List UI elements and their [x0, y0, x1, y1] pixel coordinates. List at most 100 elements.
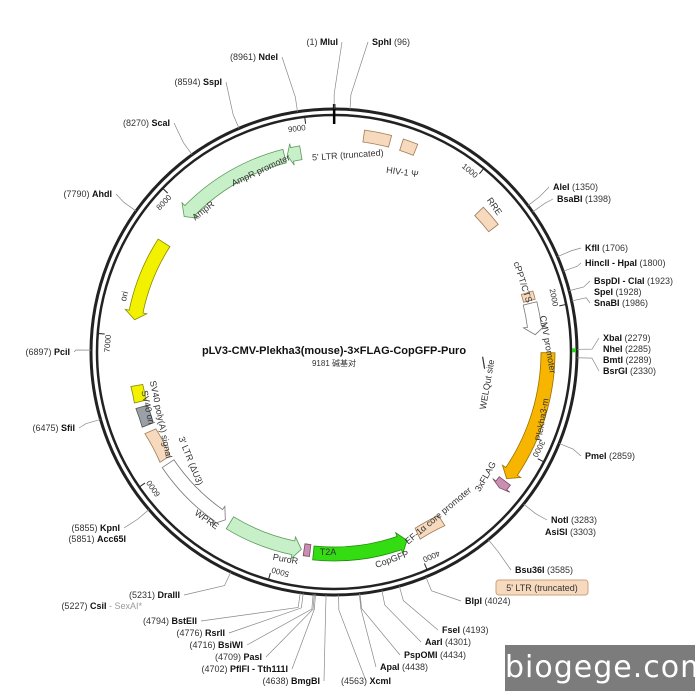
restriction-sites: (1) MluI SphI (96) (8961) NdeI (8594) SspI (… [25, 37, 673, 686]
site-mlui: (1) MluI [306, 37, 343, 110]
site-pasi: (4709) PasI [215, 594, 315, 662]
feature-3xflag [492, 476, 511, 493]
site-label: (5851) Acc65I [68, 534, 126, 544]
site-label: (8270) ScaI [123, 118, 170, 128]
tick-label: 5000 [270, 565, 290, 579]
site-bsabi: BsaBI (1398) [532, 194, 611, 213]
tick-mark [304, 116, 307, 124]
feature-cmv-promoter [522, 301, 547, 336]
feature-plekha3-m [501, 352, 556, 479]
site-bsrgi: BsrGI (2330) [576, 357, 656, 376]
site-spei: SpeI (1928) [594, 287, 642, 297]
site-asisi: AsiSI (3303) [545, 527, 596, 537]
site-leader [571, 297, 591, 304]
site-leader [349, 41, 369, 110]
site-bsu36i: Bsu36I (3585) [488, 539, 573, 575]
site-label: (5855) KpnI [71, 523, 120, 533]
site-leader [173, 122, 193, 155]
site-leader [488, 539, 512, 571]
tick-mark [97, 332, 105, 335]
feature-rre [474, 206, 499, 233]
feature-label: ori [118, 290, 130, 302]
ltr-callout-box [495, 579, 589, 596]
site-leader [225, 81, 240, 129]
feature-copgfp [312, 531, 408, 562]
site-label: SpeI (1928) [594, 287, 642, 297]
site-label: SphI (96) [372, 37, 410, 47]
site-leader [569, 280, 591, 292]
site-label: BsaBI (1398) [557, 194, 611, 204]
tick-mark [423, 563, 428, 571]
site-xcmi: (4563) XcmI [338, 594, 391, 686]
site-label: PspOMI (4434) [404, 650, 466, 660]
site-hincii-hpai: HincII - HpaI (1800) [563, 258, 666, 272]
site-leader [323, 594, 327, 682]
site-kpni: (5855) KpnI [71, 509, 150, 533]
ltr-callout-text: 5' LTR (truncated) [506, 583, 578, 593]
site-leader [398, 585, 439, 631]
site-label: NotI (3283) [551, 515, 597, 525]
feature-sv40-poly-a-signal [130, 384, 147, 404]
site-leader [576, 337, 600, 350]
feature-ampr-promoter [286, 143, 303, 166]
site-leader [527, 186, 550, 206]
feature-ampr [181, 148, 287, 219]
tick-label: 9000 [287, 123, 306, 134]
site-leader [557, 247, 582, 257]
watermark-logo: biogege.com [505, 645, 700, 691]
feature-cppt-cts [520, 290, 536, 303]
site-acc65i: (5851) Acc65I [68, 534, 126, 544]
tick-label: 6000 [144, 478, 162, 498]
site-leader [228, 593, 304, 634]
feature-hiv-1 [399, 138, 419, 156]
insert-marker [571, 348, 576, 353]
site-leader [425, 576, 462, 602]
site-aari: AarI (4301) [381, 590, 471, 647]
site-label: BsrGI (2330) [603, 366, 656, 376]
feature-label: T2A [320, 547, 337, 557]
site-label: (4794) BstEII [143, 616, 197, 626]
site-label: (4716) BsiWI [189, 640, 243, 650]
site-label: SnaBI (1986) [594, 298, 648, 308]
tick-mark [559, 303, 567, 307]
site-label: (6897) PciI [25, 347, 70, 357]
site-leader [78, 419, 101, 429]
site-label: (1) MluI [306, 37, 338, 47]
site-ndei: (8961) NdeI [230, 52, 298, 112]
feature-wpre [161, 459, 226, 526]
feature-label: 3xFLAG [473, 460, 498, 494]
site-label: PmeI (2859) [585, 451, 635, 461]
site-noti: NotI (3283) [523, 503, 597, 525]
site-pspomi: PspOMI (4434) [359, 593, 466, 660]
site-sphi: SphI (96) [349, 37, 410, 110]
site-leader [532, 198, 554, 213]
site-leader [291, 594, 316, 670]
site-label: (4709) PasI [215, 652, 262, 662]
site-label: BspDI - ClaI (1923) [594, 276, 673, 286]
site-bmti: BmtI (2289) [603, 355, 652, 365]
site-leader [359, 593, 401, 656]
site-label: Bsu36I (3585) [515, 565, 573, 575]
feature-ori [124, 238, 171, 321]
site-label: (4563) XcmI [341, 676, 391, 686]
site-label: (4776) RsrII [176, 628, 225, 638]
site-leader [338, 594, 367, 682]
features [124, 129, 576, 562]
site-label: (4702) PflFI - Tth111I [201, 664, 288, 674]
tick-mark [537, 458, 545, 463]
feature-label: EF-1α core promoter [403, 485, 473, 546]
feature-label: PuroR [272, 552, 299, 566]
site-bmgbi: (4638) BmgBI [262, 594, 327, 686]
site-pmei: PmeI (2859) [559, 443, 635, 461]
site-pflfi-tth111i: (4702) PflFI - Tth111I [201, 594, 316, 674]
site-label: (4638) BmgBI [262, 676, 320, 686]
site-leader [576, 357, 600, 372]
feature-5-ltr-truncated [362, 129, 393, 148]
site-label: (5231) DraIII [129, 590, 180, 600]
tick-mark [138, 482, 146, 488]
site-bsiwi: (4716) BsiWI [189, 594, 314, 650]
site-leader [381, 590, 422, 643]
site-label: NheI (2285) [603, 344, 651, 354]
site-leader [265, 594, 315, 658]
